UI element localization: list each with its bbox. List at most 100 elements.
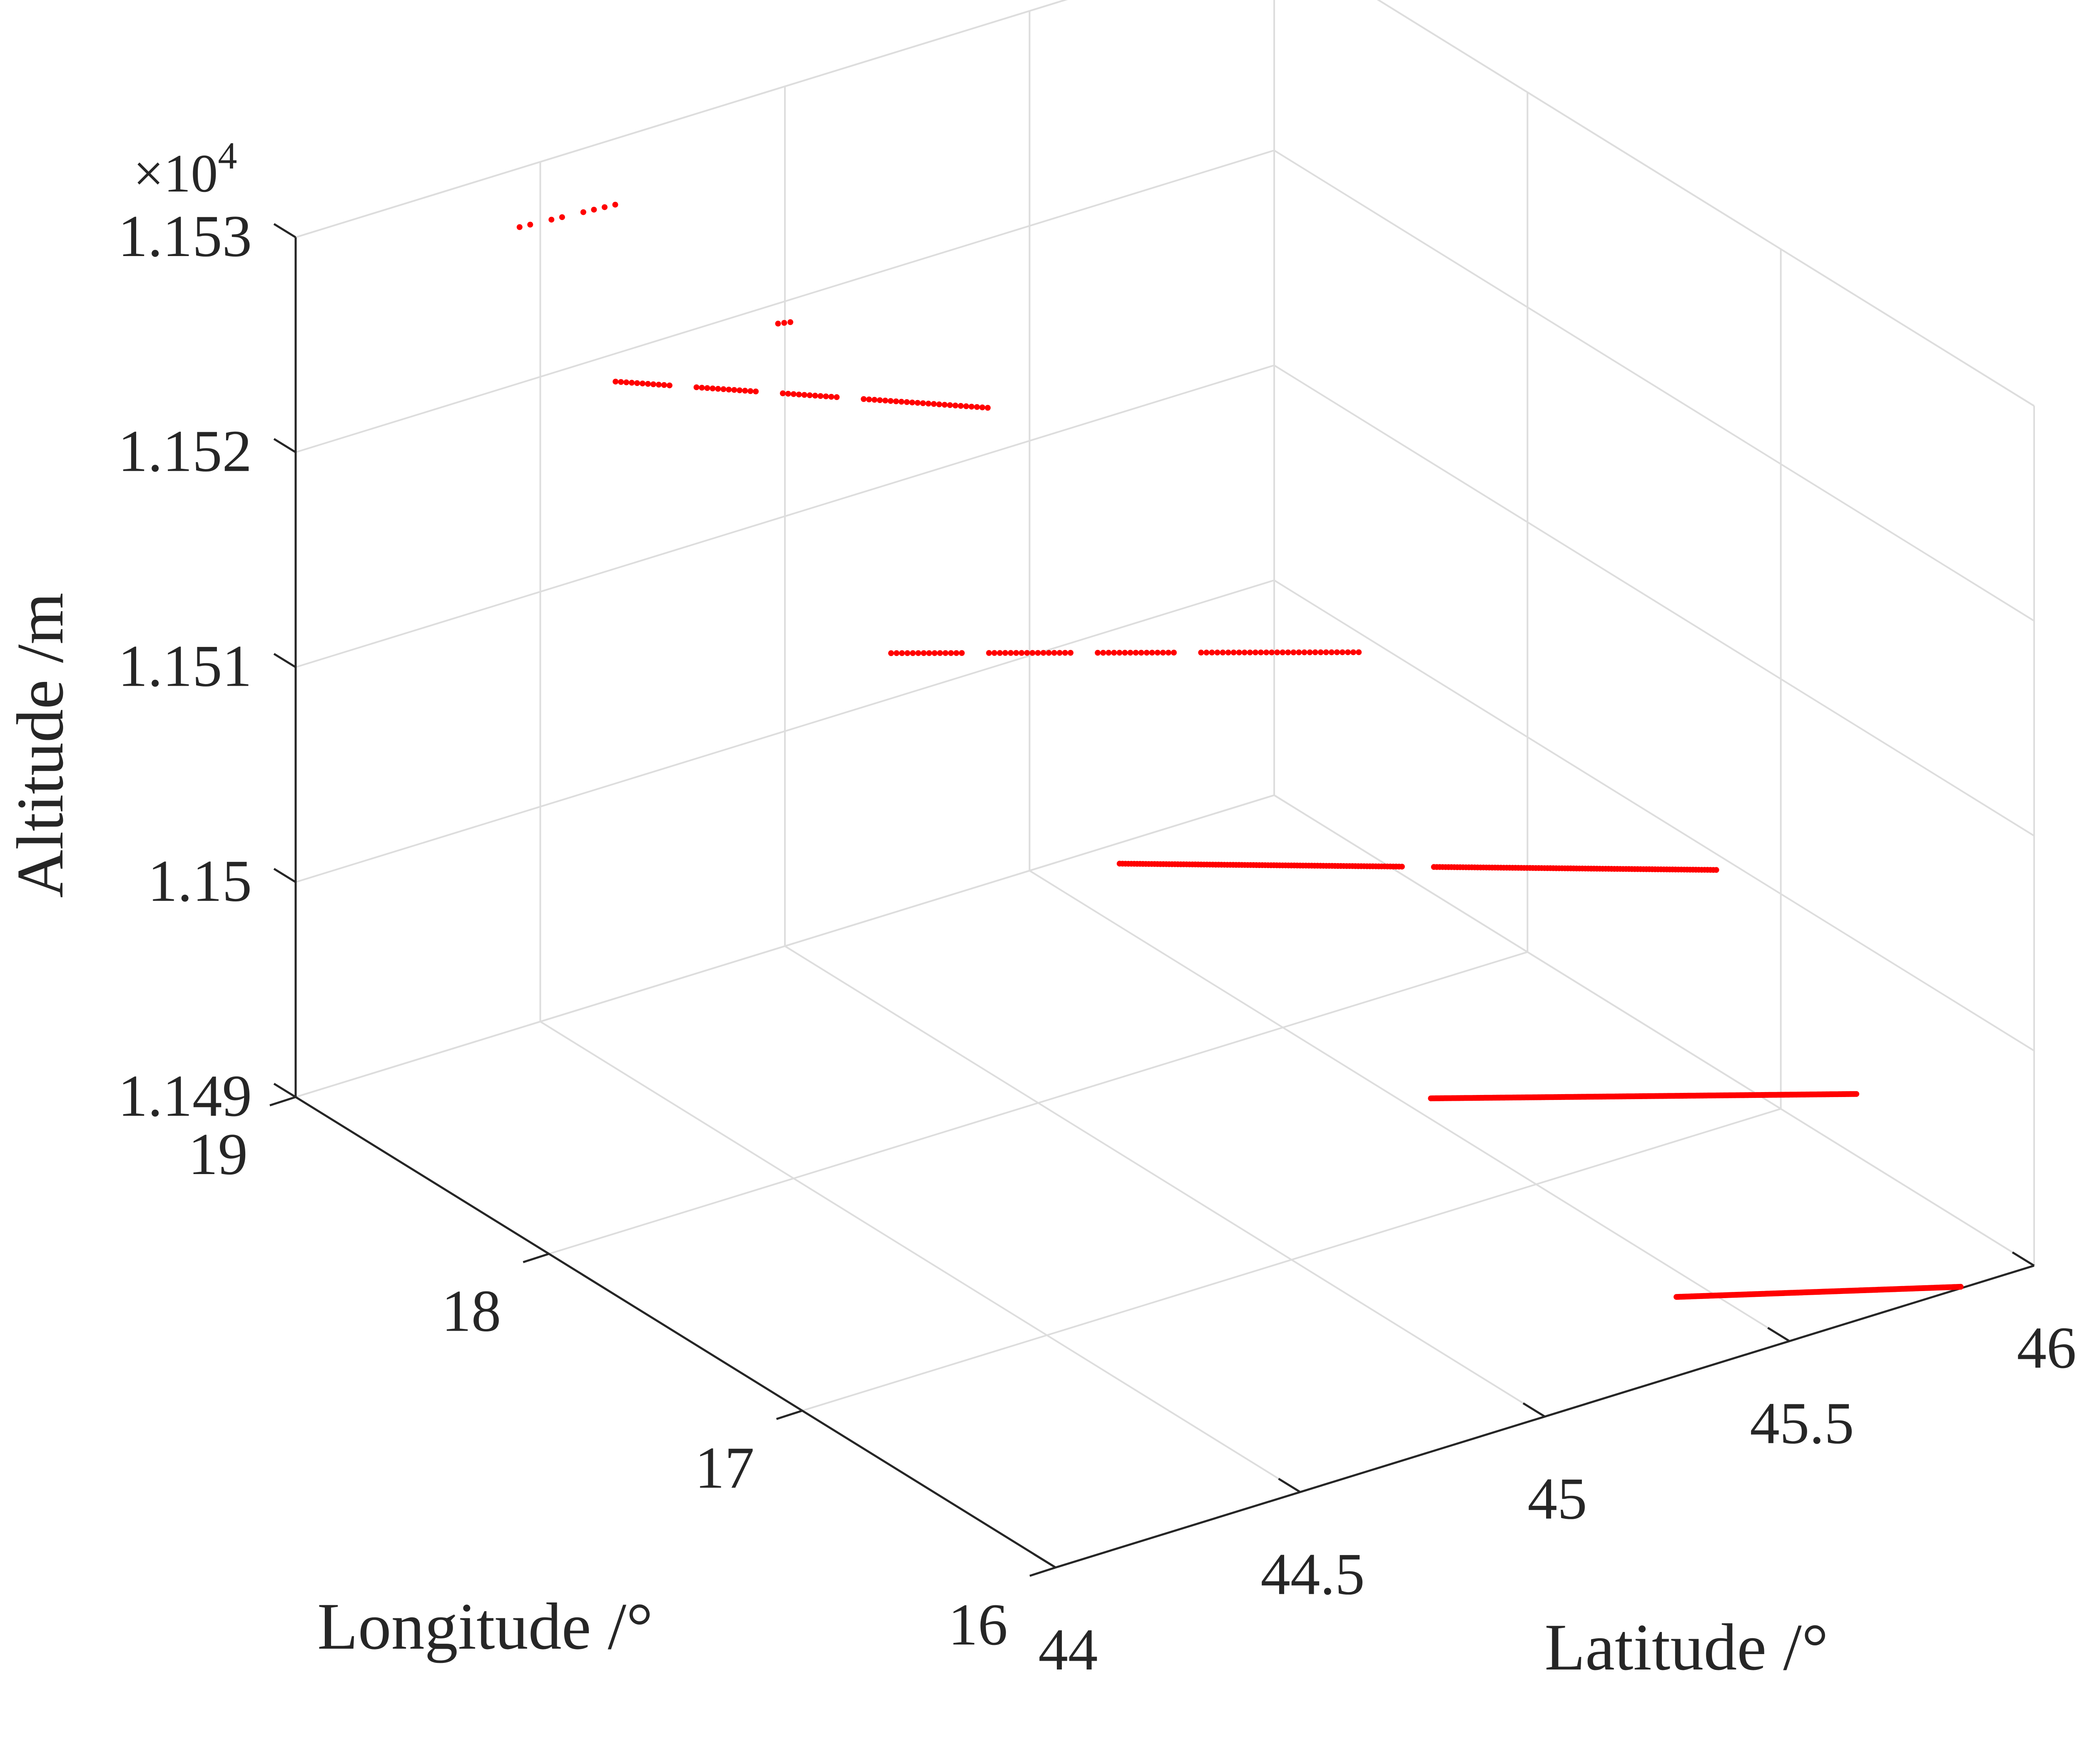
- data-point: [731, 387, 737, 393]
- data-point: [1220, 649, 1226, 656]
- data-point: [834, 394, 840, 400]
- back-grid-line-alt-1: [295, 579, 1275, 883]
- data-point: [1241, 649, 1248, 656]
- data-point: [796, 391, 802, 398]
- data-point: [861, 396, 867, 402]
- y-tick-label: 18: [441, 1278, 501, 1344]
- data-point: [1024, 650, 1030, 656]
- data-point: [974, 404, 980, 410]
- data-point: [985, 405, 991, 411]
- x-tick-label: 45.5: [1750, 1390, 1854, 1456]
- z-axis-label: Altitude /m: [3, 592, 77, 898]
- data-point: [915, 650, 921, 656]
- floor-grid-line-lat-2: [784, 945, 1546, 1418]
- y-tick-label: 17: [695, 1435, 755, 1500]
- data-point: [780, 390, 786, 396]
- data-point: [1345, 649, 1351, 655]
- data-point: [1399, 863, 1405, 870]
- data-point: [1317, 649, 1324, 655]
- data-point: [1225, 649, 1231, 656]
- data-point: [548, 216, 555, 223]
- data-point: [1274, 649, 1280, 655]
- data-point: [882, 398, 888, 404]
- data-point: [602, 204, 608, 210]
- data-point: [904, 399, 910, 405]
- x-tick-mark: [1767, 1327, 1790, 1342]
- data-point: [1138, 649, 1144, 656]
- x-tick-mark: [1522, 1402, 1546, 1418]
- data-point: [898, 398, 904, 405]
- x-tick-mark: [2012, 1251, 2035, 1267]
- data-point: [629, 380, 635, 386]
- data-point: [661, 382, 667, 388]
- data-point: [1166, 649, 1171, 656]
- data-point: [666, 382, 672, 388]
- z-tick-mark: [273, 868, 296, 883]
- data-point: [1269, 649, 1275, 656]
- y-tick-mark: [1029, 1566, 1056, 1577]
- data-point: [1002, 650, 1009, 656]
- floor-grid-line-lat-3: [1029, 870, 1790, 1342]
- data-point: [1290, 649, 1297, 655]
- data-point: [914, 400, 921, 406]
- data-point: [877, 397, 883, 403]
- data-point: [753, 388, 759, 395]
- z-axis-exponent-base: ×10: [133, 144, 218, 204]
- z-tick-label: 1.151: [118, 633, 252, 699]
- data-point: [866, 396, 872, 403]
- data-point: [704, 385, 710, 391]
- data-point: [823, 393, 829, 400]
- data-point: [953, 650, 959, 656]
- data-point: [894, 650, 900, 656]
- x-tick-label: 46: [2017, 1315, 2077, 1381]
- data-point: [1230, 649, 1237, 656]
- side-grid-line-alt-1: [1273, 580, 2035, 1052]
- y-tick-label: 19: [188, 1121, 248, 1187]
- data-point: [693, 384, 700, 391]
- side-grid-line-alt-3: [1273, 149, 2035, 622]
- data-point: [1019, 650, 1025, 656]
- z-tick-mark: [273, 1082, 296, 1098]
- data-point: [516, 224, 523, 230]
- data-point: [1263, 649, 1270, 656]
- data-point: [1100, 649, 1106, 656]
- z-tick-mark: [273, 223, 296, 239]
- data-point: [942, 650, 949, 656]
- data-point: [952, 403, 959, 408]
- z-tick-label: 1.152: [118, 418, 252, 484]
- z-axis-exponent-power: 4: [218, 134, 237, 177]
- data-point: [1154, 649, 1161, 656]
- x-tick-mark: [1278, 1478, 1301, 1493]
- data-point: [925, 401, 931, 407]
- data-point: [948, 650, 954, 656]
- back-grid-line-alt-2: [295, 364, 1275, 668]
- data-point: [650, 381, 656, 387]
- data-point: [1056, 650, 1063, 656]
- data-point: [1111, 649, 1117, 656]
- data-point: [931, 401, 937, 407]
- data-point: [656, 381, 662, 388]
- data-point: [747, 388, 754, 394]
- data-point: [1356, 649, 1362, 655]
- data-point: [931, 650, 938, 656]
- y-tick-mark: [523, 1253, 550, 1264]
- data-point: [1258, 649, 1264, 656]
- data-point: [1853, 1091, 1860, 1097]
- data-point: [1046, 650, 1052, 656]
- y-tick-mark: [776, 1409, 803, 1420]
- data-point: [904, 650, 911, 656]
- data-point: [1328, 649, 1335, 655]
- data-point: [1106, 649, 1112, 656]
- z-tick-label: 1.153: [118, 203, 252, 269]
- data-point: [715, 386, 721, 392]
- z-tick-label: 1.15: [148, 848, 252, 914]
- back-grid-line-alt-3: [295, 149, 1275, 453]
- axis-labels: Latitude /° Longitude /° Altitude /m ×10…: [3, 134, 1828, 1684]
- data-point: [726, 386, 732, 393]
- data-point: [1334, 649, 1340, 655]
- data-point: [1713, 867, 1719, 873]
- grid-lines: [295, 0, 2035, 1568]
- side-grid-line-alt-0: [1273, 794, 2035, 1266]
- data-point: [742, 388, 748, 394]
- data-point: [801, 392, 807, 398]
